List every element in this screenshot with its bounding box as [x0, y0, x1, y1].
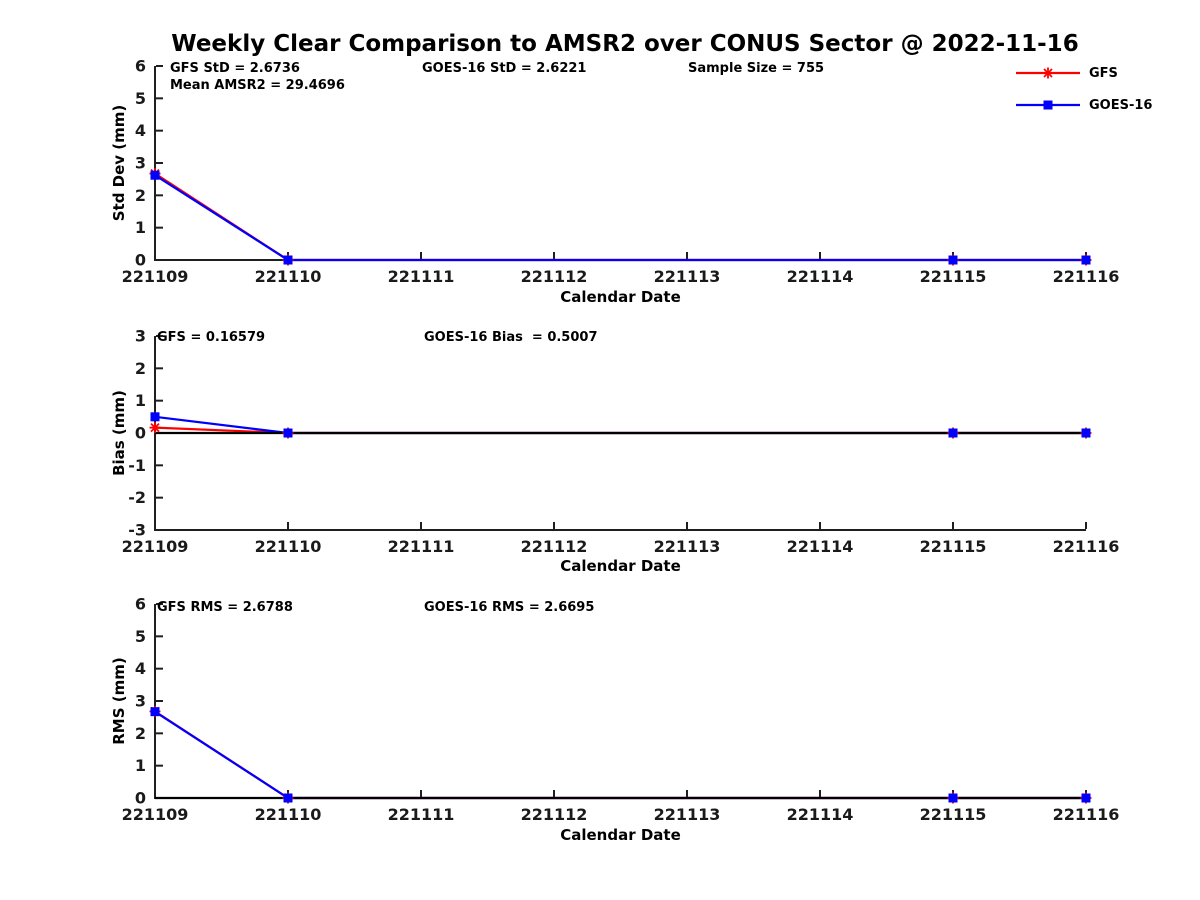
- legend: GFS GOES-16: [1016, 65, 1152, 129]
- svg-text:221110: 221110: [255, 267, 322, 286]
- legend-label-gfs: GFS: [1089, 65, 1118, 81]
- svg-text:3: 3: [135, 154, 146, 173]
- svg-text:3: 3: [135, 327, 146, 346]
- svg-text:0: 0: [135, 424, 146, 443]
- annotation-gfs-rms: GFS RMS = 2.6788: [157, 600, 293, 615]
- svg-text:221110: 221110: [255, 805, 322, 824]
- svg-text:221111: 221111: [388, 267, 455, 286]
- svg-text:221111: 221111: [388, 805, 455, 824]
- xlabel-calendar-date-2: Calendar Date: [560, 557, 681, 575]
- xlabel-calendar-date-1: Calendar Date: [560, 288, 681, 306]
- svg-text:221109: 221109: [122, 537, 189, 556]
- svg-text:4: 4: [135, 121, 146, 140]
- svg-text:221109: 221109: [122, 805, 189, 824]
- svg-text:221114: 221114: [787, 537, 854, 556]
- svg-text:-1: -1: [128, 456, 146, 475]
- ylabel-bias: Bias (mm): [110, 390, 128, 476]
- svg-text:221114: 221114: [787, 267, 854, 286]
- svg-text:221116: 221116: [1053, 267, 1120, 286]
- svg-text:4: 4: [135, 659, 146, 678]
- svg-text:0: 0: [135, 789, 146, 808]
- subplot-bias: -3 -2 -1 0 1 2 3 221109 221110 221111 221112 221113…: [122, 327, 1120, 557]
- svg-text:2: 2: [135, 724, 146, 743]
- svg-text:221110: 221110: [255, 537, 322, 556]
- annotation-mean-amsr2: Mean AMSR2 = 29.4696: [170, 78, 345, 93]
- gfs-line-marker-icon: [1016, 67, 1080, 79]
- xlabel-calendar-date-3: Calendar Date: [560, 826, 681, 844]
- svg-text:5: 5: [135, 627, 146, 646]
- annotation-gfs-bias: GFS = 0.16579: [157, 330, 266, 345]
- ylabel-rms: RMS (mm): [110, 657, 128, 745]
- svg-text:2: 2: [135, 359, 146, 378]
- svg-text:221114: 221114: [787, 805, 854, 824]
- annotation-goes16-std: GOES-16 StD = 2.6221: [422, 61, 587, 76]
- subplot-rms: 0 1 2 3 4 5 6 221109 221110 221111 221112 221113 221…: [122, 595, 1120, 825]
- svg-text:221109: 221109: [122, 267, 189, 286]
- svg-text:2: 2: [135, 186, 146, 205]
- svg-text:6: 6: [135, 595, 146, 614]
- svg-text:3: 3: [135, 692, 146, 711]
- annotation-goes16-rms: GOES-16 RMS = 2.6695: [424, 600, 595, 615]
- svg-text:221111: 221111: [388, 537, 455, 556]
- annotation-sample-size: Sample Size = 755: [688, 61, 825, 76]
- figure-title: Weekly Clear Comparison to AMSR2 over CO…: [171, 31, 1079, 57]
- svg-text:0: 0: [135, 251, 146, 270]
- svg-text:221112: 221112: [521, 267, 588, 286]
- annotation-gfs-std: GFS StD = 2.6736: [170, 61, 300, 76]
- goes16-line-marker-icon: [1016, 100, 1080, 110]
- svg-text:1: 1: [135, 756, 146, 775]
- annotation-goes16-bias: GOES-16 Bias = 0.5007: [424, 330, 598, 345]
- ylabel-std-dev: Std Dev (mm): [110, 104, 128, 222]
- svg-text:221116: 221116: [1053, 537, 1120, 556]
- svg-text:5: 5: [135, 89, 146, 108]
- svg-text:221112: 221112: [521, 537, 588, 556]
- svg-text:221113: 221113: [654, 805, 721, 824]
- legend-label-goes16: GOES-16: [1089, 97, 1153, 113]
- svg-text:221115: 221115: [920, 805, 987, 824]
- svg-text:1: 1: [135, 391, 146, 410]
- svg-text:221112: 221112: [521, 805, 588, 824]
- svg-text:221116: 221116: [1053, 805, 1120, 824]
- svg-text:221115: 221115: [920, 267, 987, 286]
- svg-text:221113: 221113: [654, 537, 721, 556]
- svg-text:221115: 221115: [920, 537, 987, 556]
- svg-text:6: 6: [135, 57, 146, 76]
- svg-text:-3: -3: [128, 521, 146, 540]
- svg-text:-2: -2: [128, 488, 146, 507]
- svg-text:1: 1: [135, 218, 146, 237]
- subplot-std-dev: 0 1 2 3 4 5 6 221109 221110 221111 221112 221113 221…: [122, 57, 1120, 287]
- legend-entry-goes16: GOES-16: [1016, 97, 1152, 113]
- legend-entry-gfs: GFS: [1016, 65, 1152, 81]
- svg-text:221113: 221113: [654, 267, 721, 286]
